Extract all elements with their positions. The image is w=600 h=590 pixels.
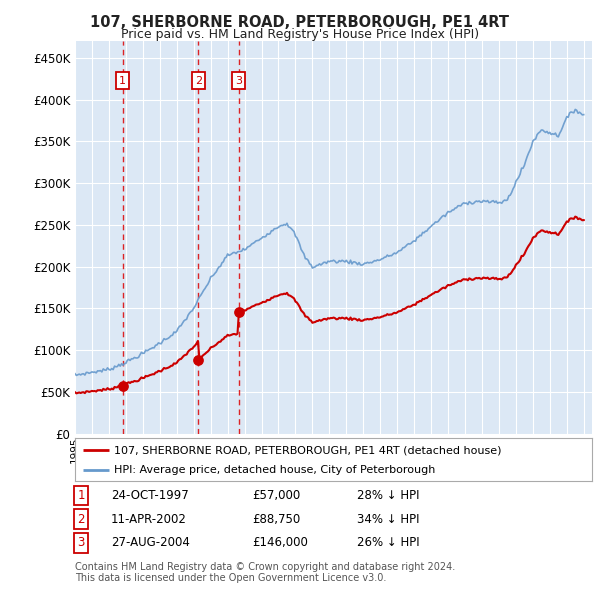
Text: Price paid vs. HM Land Registry's House Price Index (HPI): Price paid vs. HM Land Registry's House … bbox=[121, 28, 479, 41]
Text: 34% ↓ HPI: 34% ↓ HPI bbox=[357, 513, 419, 526]
Text: £146,000: £146,000 bbox=[252, 536, 308, 549]
Text: 107, SHERBORNE ROAD, PETERBOROUGH, PE1 4RT: 107, SHERBORNE ROAD, PETERBOROUGH, PE1 4… bbox=[91, 15, 509, 30]
Text: 3: 3 bbox=[77, 536, 85, 549]
Text: This data is licensed under the Open Government Licence v3.0.: This data is licensed under the Open Gov… bbox=[75, 573, 386, 583]
Text: 11-APR-2002: 11-APR-2002 bbox=[111, 513, 187, 526]
Text: 28% ↓ HPI: 28% ↓ HPI bbox=[357, 489, 419, 502]
Text: 2: 2 bbox=[77, 513, 85, 526]
Point bbox=[234, 307, 244, 316]
Text: HPI: Average price, detached house, City of Peterborough: HPI: Average price, detached house, City… bbox=[114, 465, 435, 475]
Text: £57,000: £57,000 bbox=[252, 489, 300, 502]
Text: 3: 3 bbox=[235, 76, 242, 86]
Text: £88,750: £88,750 bbox=[252, 513, 300, 526]
Text: 24-OCT-1997: 24-OCT-1997 bbox=[111, 489, 189, 502]
Text: 27-AUG-2004: 27-AUG-2004 bbox=[111, 536, 190, 549]
Point bbox=[118, 381, 127, 391]
Text: 1: 1 bbox=[119, 76, 126, 86]
Text: Contains HM Land Registry data © Crown copyright and database right 2024.: Contains HM Land Registry data © Crown c… bbox=[75, 562, 455, 572]
Text: 2: 2 bbox=[195, 76, 202, 86]
Text: 1: 1 bbox=[77, 489, 85, 502]
Text: 107, SHERBORNE ROAD, PETERBOROUGH, PE1 4RT (detached house): 107, SHERBORNE ROAD, PETERBOROUGH, PE1 4… bbox=[114, 445, 501, 455]
Point bbox=[193, 355, 203, 364]
Text: 26% ↓ HPI: 26% ↓ HPI bbox=[357, 536, 419, 549]
